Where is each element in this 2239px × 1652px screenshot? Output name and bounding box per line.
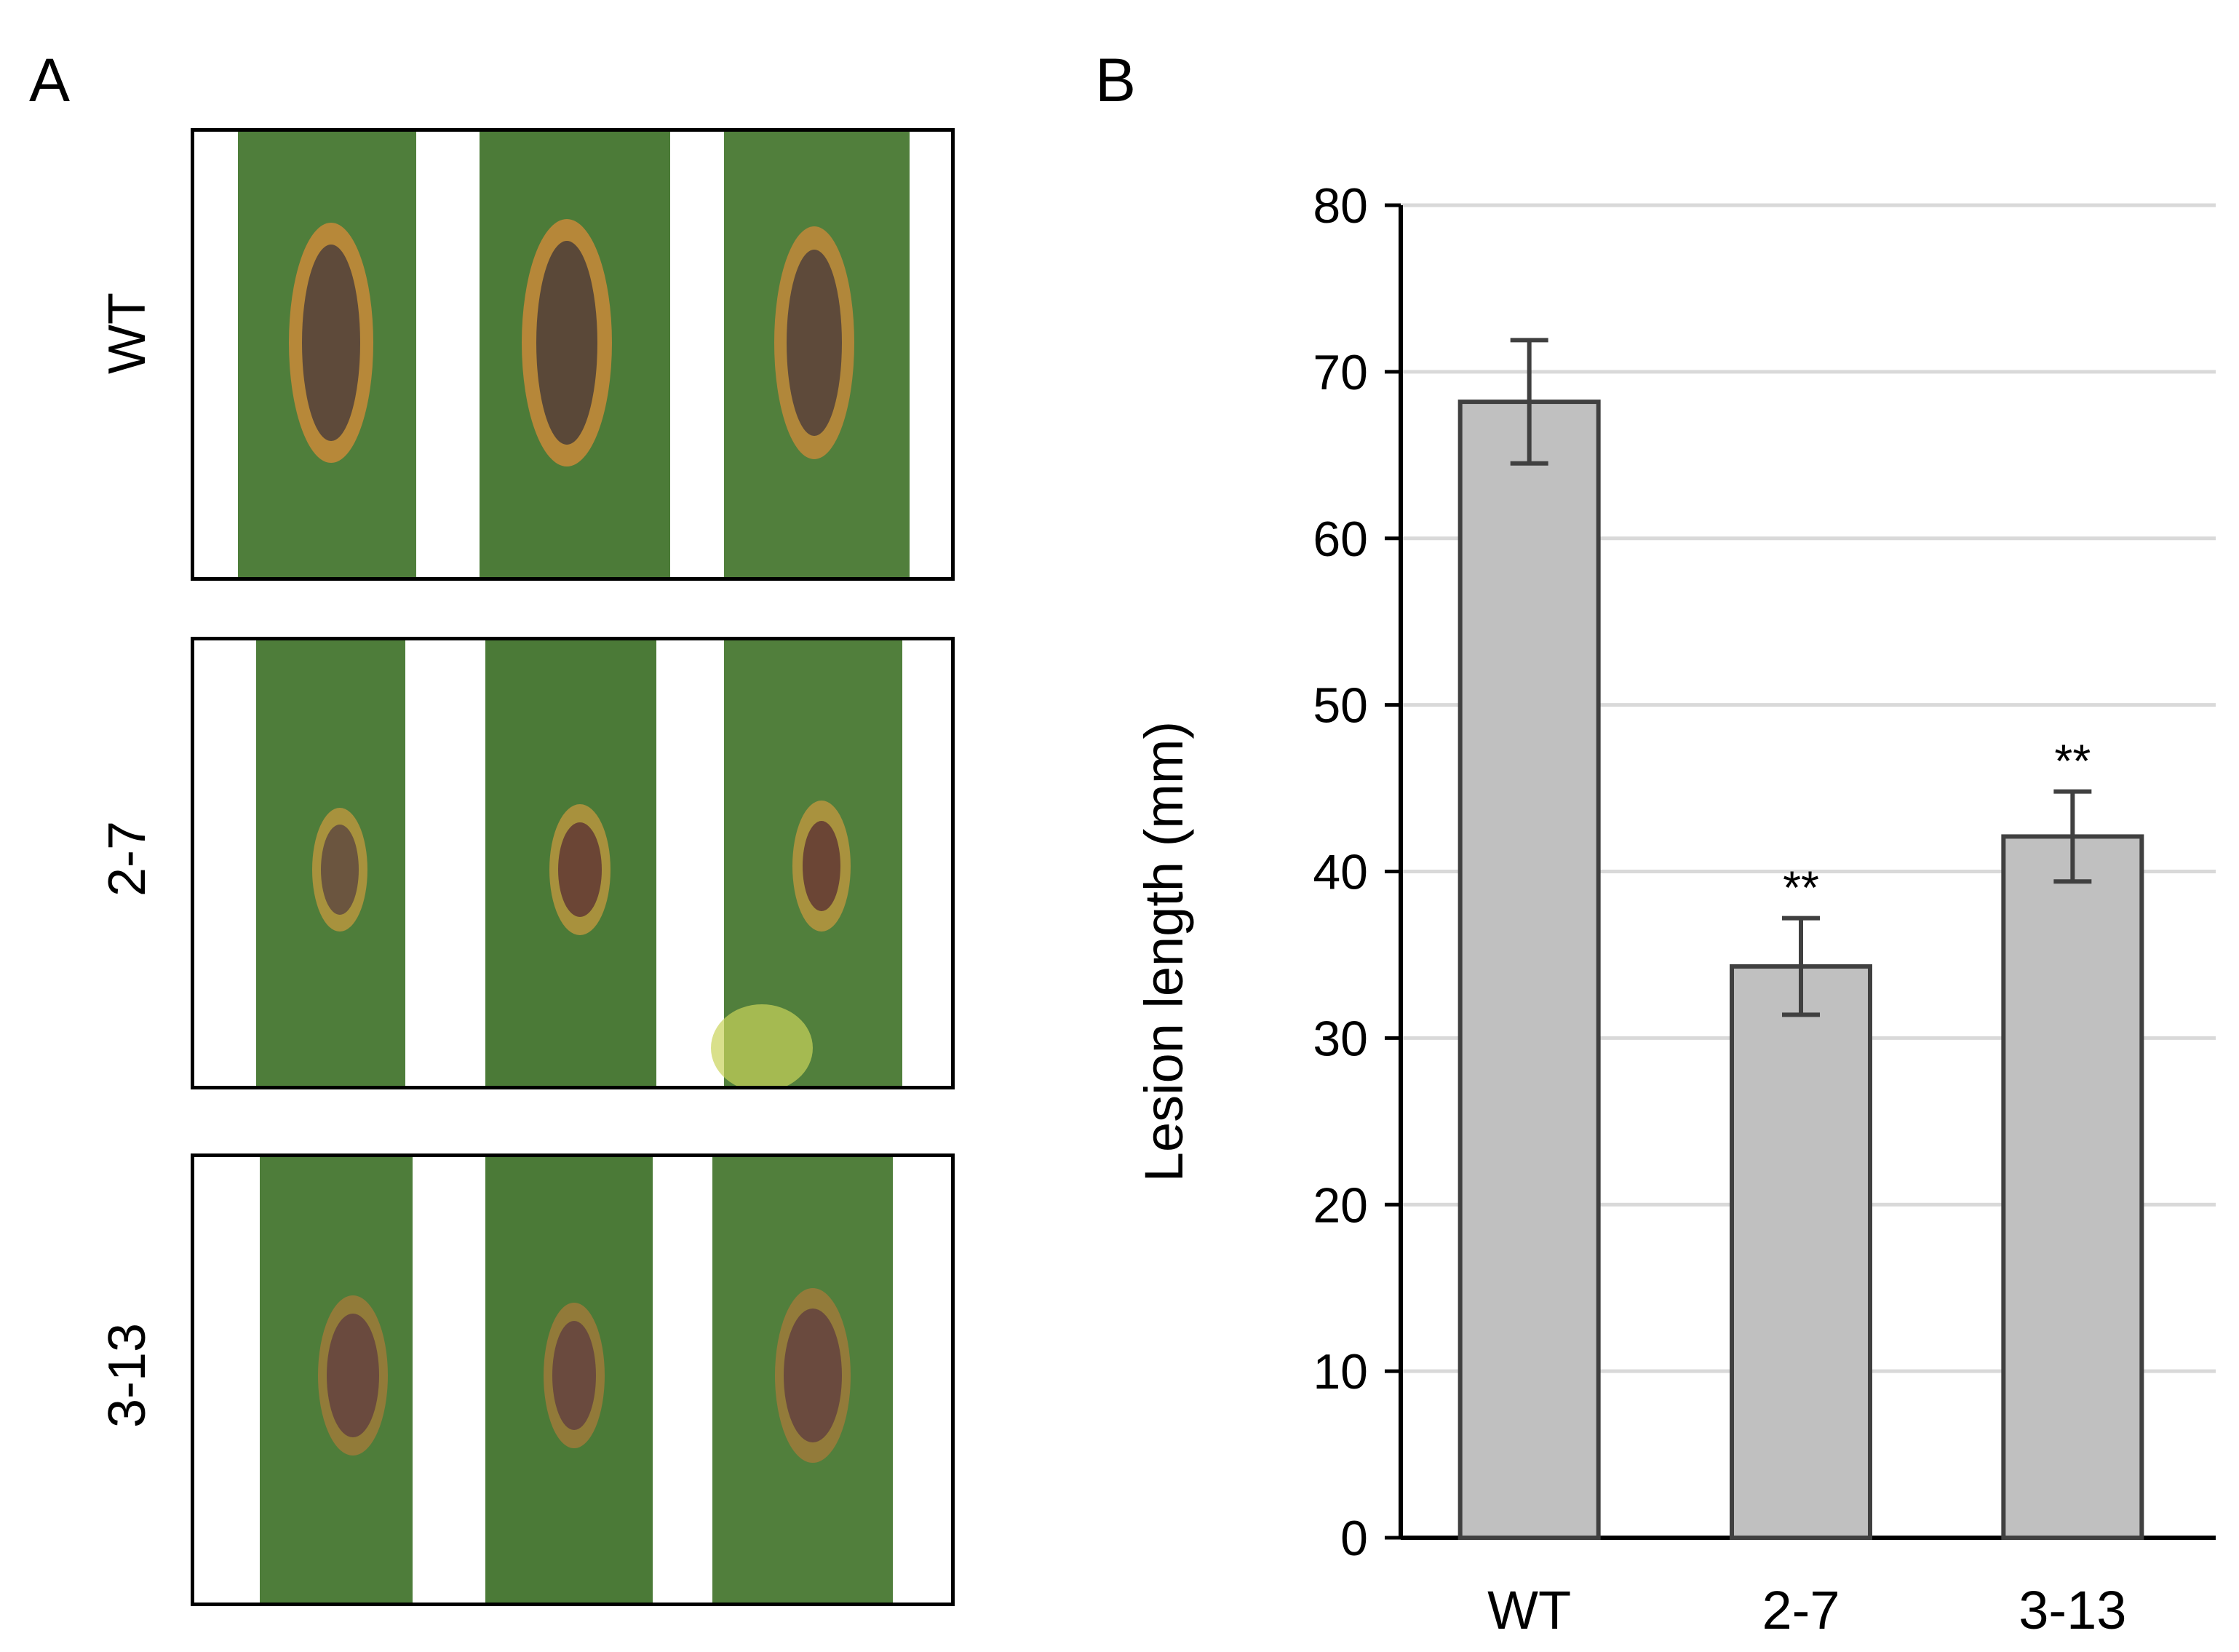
lesion-bar-chart: 0 10 20 30 40 50 60 70 80 Lesion length (mm) WT 2-7… bbox=[1134, 178, 2216, 1640]
leaf-photo-3-13 bbox=[191, 1153, 955, 1606]
leaf-photo-2-7 bbox=[191, 637, 955, 1089]
lesion-2-7-1 bbox=[312, 808, 367, 932]
y-tick-label: 40 bbox=[1313, 845, 1368, 900]
lesion-3-13-1 bbox=[318, 1295, 388, 1456]
panel-label-a: A bbox=[29, 46, 71, 114]
significance-3-13: ** bbox=[2054, 735, 2091, 787]
lesion-wt-3 bbox=[774, 226, 854, 459]
y-tick-label: 50 bbox=[1313, 678, 1368, 734]
lesion-2-7-3 bbox=[792, 801, 851, 932]
leaf-illustration-2-7 bbox=[256, 640, 902, 1086]
row-label-wt: WT bbox=[98, 293, 156, 374]
y-tick-label: 20 bbox=[1313, 1178, 1368, 1233]
lesion-3-13-2 bbox=[544, 1303, 605, 1448]
y-tick-label: 30 bbox=[1313, 1011, 1368, 1066]
y-tick-label: 80 bbox=[1313, 178, 1368, 234]
leaf-photo-wt bbox=[191, 128, 955, 581]
y-tick-label: 70 bbox=[1313, 345, 1368, 400]
bar-2-7 bbox=[1730, 964, 1872, 1540]
row-label-2-7: 2-7 bbox=[98, 820, 156, 897]
leaf-illustration-wt bbox=[238, 132, 910, 577]
lesion-wt-2 bbox=[522, 219, 612, 466]
y-axis-label: Lesion length (mm) bbox=[1134, 721, 1194, 1182]
panel-label-b: B bbox=[1095, 46, 1137, 114]
x-tick-label-3-13: 3-13 bbox=[2019, 1580, 2126, 1640]
leaf-illustration-3-13 bbox=[260, 1157, 893, 1603]
y-tick-label: 0 bbox=[1340, 1511, 1368, 1566]
row-label-3-13: 3-13 bbox=[98, 1322, 156, 1429]
lesion-wt-1 bbox=[289, 223, 373, 463]
x-tick-label-2-7: 2-7 bbox=[1762, 1580, 1840, 1640]
y-tick-label: 10 bbox=[1313, 1344, 1368, 1399]
y-tick-label: 60 bbox=[1313, 512, 1368, 567]
significance-2-7: ** bbox=[1783, 862, 1819, 914]
bar-3-13 bbox=[2001, 834, 2144, 1540]
lesion-2-7-2 bbox=[549, 804, 611, 935]
x-tick-label-WT: WT bbox=[1487, 1580, 1571, 1640]
lesion-3-13-3 bbox=[775, 1288, 851, 1463]
bar-WT bbox=[1457, 400, 1601, 1540]
